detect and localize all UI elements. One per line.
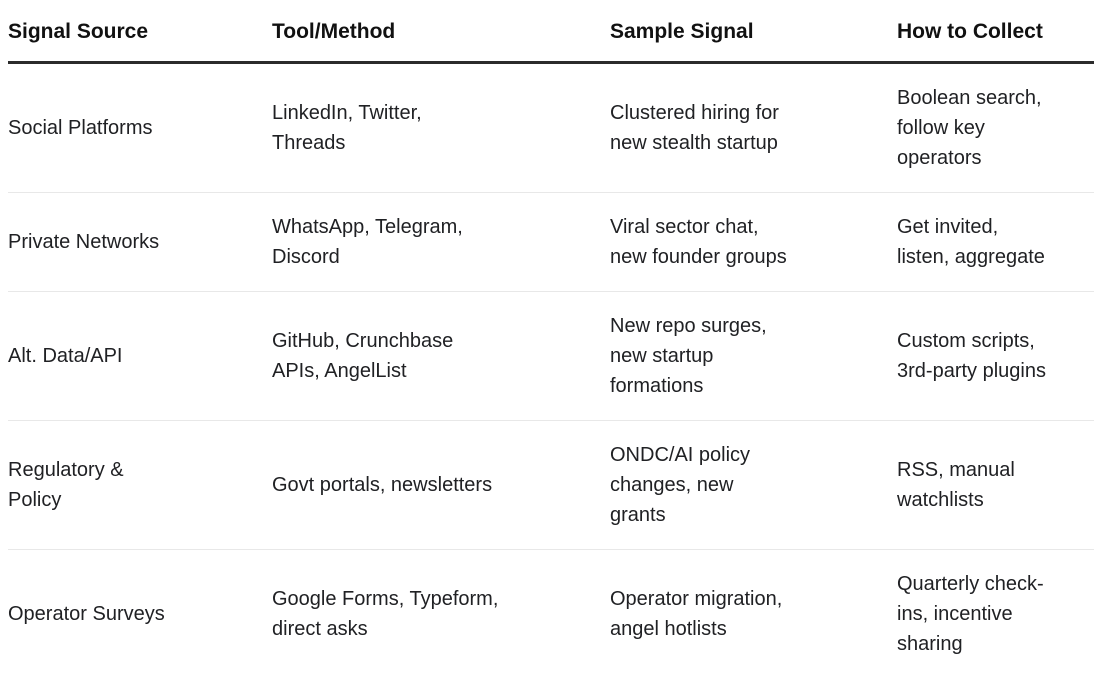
signal-sources-table: Signal Source Tool/Method Sample Signal … — [8, 0, 1094, 678]
column-header-sample-signal: Sample Signal — [610, 0, 897, 63]
cell-how-to-collect: Get invited, listen, aggregate — [897, 193, 1094, 292]
cell-signal-source: Private Networks — [8, 193, 272, 292]
column-header-tool-method: Tool/Method — [272, 0, 610, 63]
table-row-private-networks: Private Networks WhatsApp, Telegram, Dis… — [8, 193, 1094, 292]
table-row-operator-surveys: Operator Surveys Google Forms, Typeform,… — [8, 550, 1094, 678]
cell-tool-method: Govt portals, newsletters — [272, 421, 610, 550]
cell-how-to-collect: Quarterly check- ins, incentive sharing — [897, 550, 1094, 678]
cell-how-to-collect: Custom scripts, 3rd-party plugins — [897, 292, 1094, 421]
cell-tool-method: WhatsApp, Telegram, Discord — [272, 193, 610, 292]
column-header-signal-source: Signal Source — [8, 0, 272, 63]
cell-signal-source: Regulatory & Policy — [8, 421, 272, 550]
cell-tool-method: GitHub, Crunchbase APIs, AngelList — [272, 292, 610, 421]
cell-tool-method: LinkedIn, Twitter, Threads — [272, 63, 610, 193]
cell-sample-signal: Operator migration, angel hotlists — [610, 550, 897, 678]
cell-signal-source: Alt. Data/API — [8, 292, 272, 421]
cell-how-to-collect: RSS, manual watchlists — [897, 421, 1094, 550]
column-header-how-to-collect: How to Collect — [897, 0, 1094, 63]
cell-sample-signal: New repo surges, new startup formations — [610, 292, 897, 421]
cell-signal-source: Social Platforms — [8, 63, 272, 193]
cell-sample-signal: ONDC/AI policy changes, new grants — [610, 421, 897, 550]
table-body: Social Platforms LinkedIn, Twitter, Thre… — [8, 63, 1094, 678]
table-row-regulatory-policy: Regulatory & Policy Govt portals, newsle… — [8, 421, 1094, 550]
header-row: Signal Source Tool/Method Sample Signal … — [8, 0, 1094, 63]
cell-sample-signal: Clustered hiring for new stealth startup — [610, 63, 897, 193]
cell-tool-method: Google Forms, Typeform, direct asks — [272, 550, 610, 678]
table-row-social-platforms: Social Platforms LinkedIn, Twitter, Thre… — [8, 63, 1094, 193]
table-header: Signal Source Tool/Method Sample Signal … — [8, 0, 1094, 63]
cell-sample-signal: Viral sector chat, new founder groups — [610, 193, 897, 292]
table-row-alt-data-api: Alt. Data/API GitHub, Crunchbase APIs, A… — [8, 292, 1094, 421]
cell-how-to-collect: Boolean search, follow key operators — [897, 63, 1094, 193]
cell-signal-source: Operator Surveys — [8, 550, 272, 678]
